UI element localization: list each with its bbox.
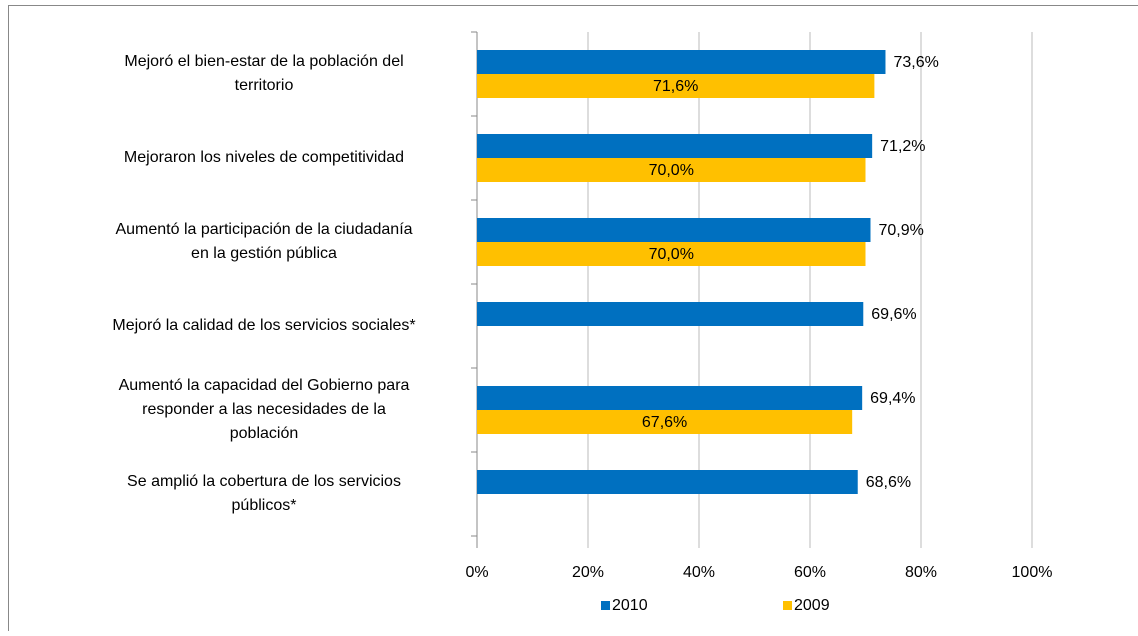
bar [477,50,885,74]
x-tick-label: 20% [572,564,604,581]
legend-swatch [783,601,792,610]
bar [477,134,872,158]
bar [477,470,858,494]
x-tick-label: 0% [465,564,488,581]
data-label: 71,2% [880,138,925,155]
x-tick-label: 40% [683,564,715,581]
bar [477,386,862,410]
category-label: Mejoró la calidad de los servicios socia… [112,317,415,334]
data-label: 69,6% [871,306,916,323]
data-label: 70,0% [649,246,694,263]
bar [477,218,870,242]
legend-label: 2010 [612,597,648,614]
bar [477,302,863,326]
x-tick-label: 80% [905,564,937,581]
x-tick-label: 100% [1012,564,1053,581]
data-label: 68,6% [866,474,911,491]
data-label: 70,0% [649,162,694,179]
category-label: Mejoraron los niveles de competitividad [124,149,404,166]
data-label: 71,6% [653,78,698,95]
legend-swatch [601,601,610,610]
data-label: 73,6% [893,54,938,71]
data-label: 69,4% [870,390,915,407]
x-tick-label: 60% [794,564,826,581]
legend-label: 2009 [794,597,830,614]
data-label: 70,9% [878,222,923,239]
data-label: 67,6% [642,414,687,431]
